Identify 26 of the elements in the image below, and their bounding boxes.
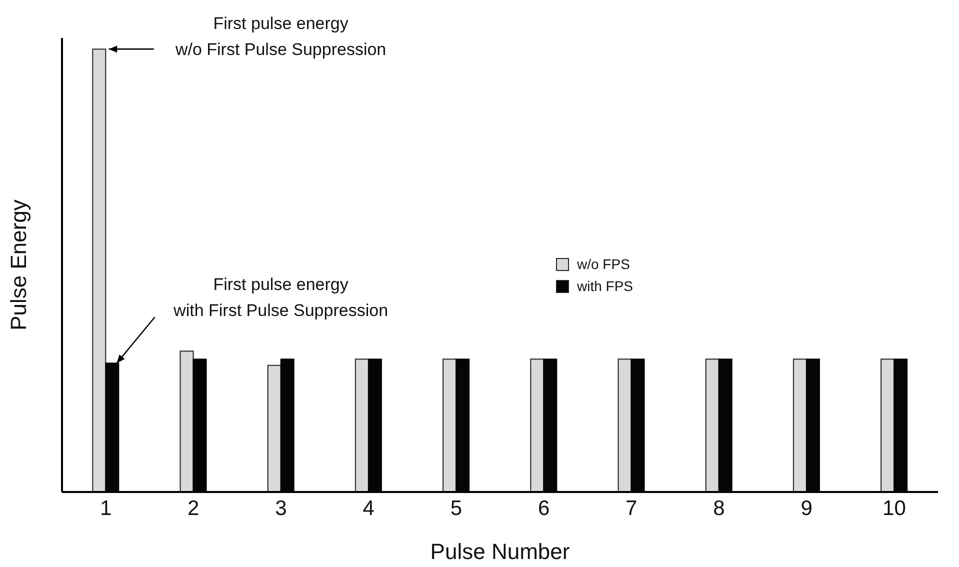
y-axis-title: Pulse Energy bbox=[6, 200, 31, 330]
annotation: First pulse energy w/o First Pulse Suppression bbox=[174, 14, 386, 60]
bar bbox=[354, 358, 369, 492]
bar bbox=[267, 364, 282, 492]
x-tick-label: 2 bbox=[188, 496, 200, 520]
legend-label: w/o FPS bbox=[577, 256, 630, 272]
x-tick-label: 8 bbox=[713, 496, 725, 520]
x-tick-label: 9 bbox=[800, 496, 812, 520]
bar bbox=[442, 358, 457, 492]
legend-label: with FPS bbox=[577, 278, 634, 294]
annotation: First pulse energy with First Pulse Suppression bbox=[172, 275, 388, 320]
x-tick-label: 4 bbox=[362, 496, 375, 520]
bar bbox=[530, 358, 544, 492]
bar bbox=[792, 358, 807, 492]
bar bbox=[880, 358, 895, 492]
x-tick-label: 3 bbox=[275, 496, 287, 520]
x-tick-label: 5 bbox=[450, 496, 462, 520]
bar bbox=[705, 358, 720, 492]
x-tick-label: 7 bbox=[626, 496, 638, 520]
x-axis-title: Pulse Number bbox=[430, 539, 570, 564]
x-tick-label: 10 bbox=[882, 496, 906, 520]
x-tick-label: 6 bbox=[538, 496, 550, 520]
x-tick-label: 1 bbox=[100, 496, 112, 520]
bar bbox=[92, 48, 106, 492]
bar bbox=[180, 350, 194, 492]
bar bbox=[618, 358, 632, 492]
